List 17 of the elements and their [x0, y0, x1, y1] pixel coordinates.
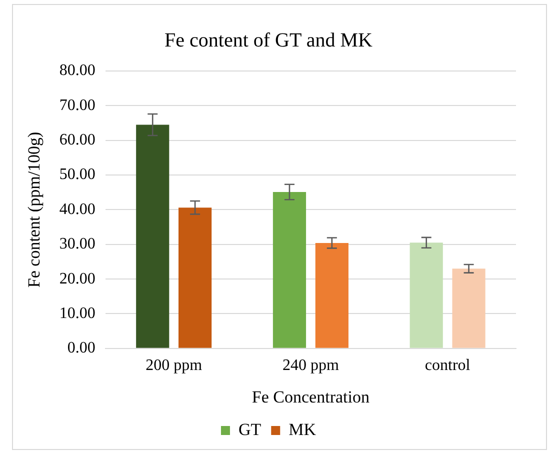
legend-label: MK — [288, 420, 317, 439]
y-tick-label: 20.00 — [59, 270, 96, 288]
y-tick-label: 50.00 — [59, 166, 96, 184]
y-tick-label: 80.00 — [59, 62, 96, 80]
x-tick-label: 240 ppm — [282, 357, 340, 374]
y-tick-label: 70.00 — [59, 96, 96, 114]
y-tick-label: 60.00 — [59, 132, 96, 149]
y-tick-label: 10.00 — [59, 304, 96, 322]
y-axis-title: Fe content (ppm/100g) — [24, 132, 44, 288]
x-tick-label: 200 ppm — [146, 357, 203, 374]
y-tick-label: 0.00 — [67, 340, 96, 357]
y-tick-label: 40.00 — [59, 200, 96, 218]
legend-label: GT — [238, 420, 262, 439]
y-tick-label: 30.00 — [59, 236, 96, 253]
x-axis-title: Fe Concentration — [252, 387, 370, 406]
x-tick-label: control — [424, 357, 471, 374]
chart-title: Fe content of GT and MK — [164, 29, 374, 52]
